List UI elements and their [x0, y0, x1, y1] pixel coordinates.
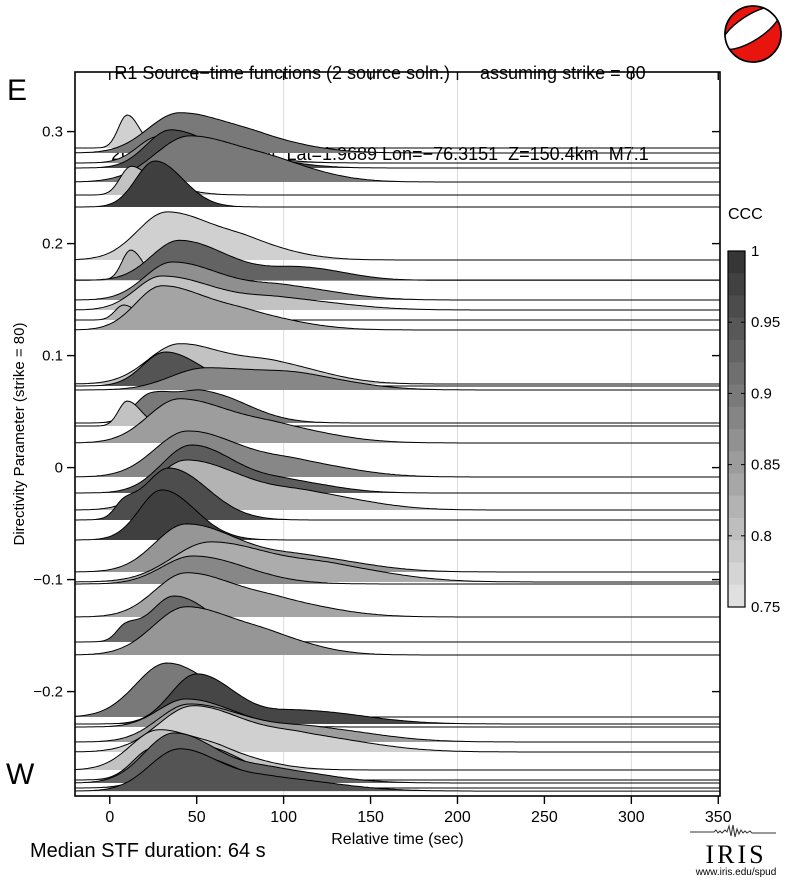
- colorbar-segment: [728, 451, 745, 474]
- y-tick-label: 0.1: [42, 348, 63, 365]
- iris-logo-text: IRIS: [705, 840, 767, 869]
- stf-trace: [74, 261, 720, 301]
- stf-trace: [74, 572, 720, 618]
- colorbar-title: CCC: [728, 206, 763, 223]
- y-tick-label: 0.3: [42, 124, 63, 141]
- stf-trace: [74, 211, 720, 261]
- colorbar-segment: [728, 384, 745, 408]
- stf-trace: [74, 606, 720, 656]
- x-tick-label: 0: [105, 809, 114, 826]
- colorbar-tick-label: 1: [751, 243, 759, 260]
- colorbar-segment: [728, 317, 745, 341]
- stf-trace: [74, 285, 720, 331]
- colorbar-segment: [728, 273, 745, 296]
- x-tick-label: 200: [444, 809, 471, 826]
- stf-trace: [75, 489, 720, 541]
- iris-logo: IRIS www.iris.edu/spud: [688, 824, 784, 878]
- colorbar-segment: [728, 340, 745, 363]
- colorbar-segment: [728, 562, 745, 586]
- median-duration-text: Median STF duration: 64 s: [30, 840, 266, 862]
- y-axis-label: Directivity Parameter (strike = 80): [11, 323, 28, 546]
- colorbar-segment: [728, 473, 745, 497]
- colorbar-segment: [728, 251, 745, 274]
- stf-trace: [75, 160, 720, 208]
- colorbar-tick-label: 0.8: [751, 528, 772, 545]
- figure-title: R1 Source−time functions (2 source soln.…: [114, 63, 646, 83]
- colorbar-segment: [728, 295, 745, 319]
- direction-label-east: E: [7, 74, 27, 107]
- colorbar-segment: [728, 584, 745, 608]
- stf-trace: [75, 367, 720, 391]
- x-tick-label: 350: [705, 809, 732, 826]
- y-tick-label: 0.2: [42, 236, 63, 253]
- stf-trace: [75, 239, 720, 281]
- y-tick-label: −0.1: [33, 572, 63, 589]
- stf-trace: [74, 275, 720, 311]
- colorbar-segment: [728, 540, 745, 563]
- x-tick-label: 300: [618, 809, 645, 826]
- y-tick-label: −0.2: [33, 684, 63, 701]
- colorbar-tick-label: 0.95: [751, 314, 780, 331]
- x-tick-label: 250: [531, 809, 558, 826]
- direction-label-west: W: [6, 758, 35, 791]
- plot-frame: [74, 71, 721, 797]
- x-axis-label: Relative time (sec): [331, 831, 463, 848]
- colorbar-tick-label: 0.75: [751, 599, 780, 616]
- colorbar-frame: [727, 250, 746, 608]
- focal-mechanism-beachball-icon: [724, 5, 782, 63]
- y-tick-label: 0: [55, 460, 63, 477]
- colorbar-segment: [728, 429, 745, 452]
- x-tick-label: 100: [270, 809, 297, 826]
- stf-trace: [74, 398, 720, 444]
- colorbar-segment: [728, 495, 745, 519]
- seismogram-icon: [690, 824, 776, 838]
- colorbar: 1 0.95 0.9 0.85 0.8 0.75 CCC: [727, 206, 780, 616]
- stf-trace: [74, 135, 720, 183]
- colorbar-segment: [728, 362, 745, 385]
- stf-trace: [74, 705, 720, 753]
- colorbar-tick-label: 0.9: [751, 385, 772, 402]
- stf-trace: [75, 555, 720, 585]
- stf-trace: [74, 112, 720, 154]
- colorbar-tick-label: 0.85: [751, 457, 780, 474]
- iris-url-text: www.iris.edu/spud: [695, 867, 777, 878]
- colorbar-segment: [728, 518, 745, 541]
- x-tick-label: 150: [357, 809, 384, 826]
- x-tick-label: 50: [188, 809, 206, 826]
- stf-trace: [74, 459, 720, 511]
- colorbar-segment: [728, 406, 745, 430]
- stf-trace: [74, 748, 720, 792]
